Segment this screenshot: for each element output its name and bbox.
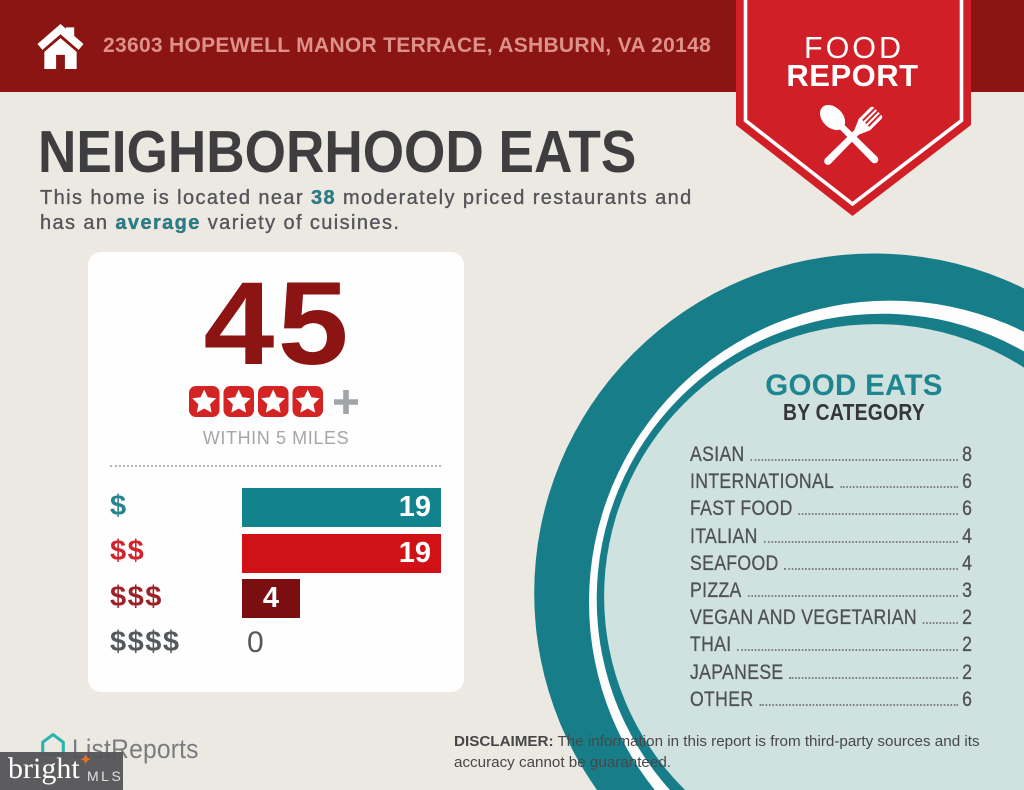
svg-text:FOOD: FOOD bbox=[804, 31, 904, 65]
svg-text:REPORT: REPORT bbox=[786, 58, 918, 93]
